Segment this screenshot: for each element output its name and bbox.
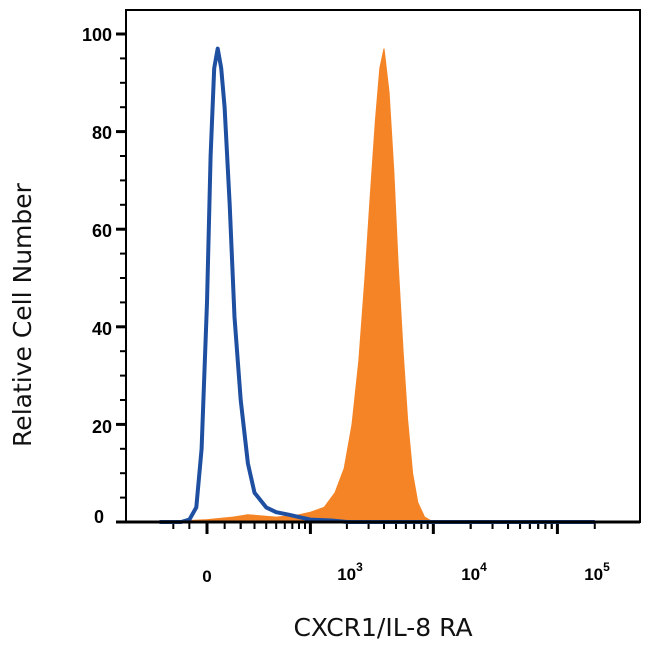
y-tick-label-40: 40 xyxy=(92,319,112,339)
x-tick-label-1e5: 105 xyxy=(584,560,610,584)
y-axis-tick-marks xyxy=(116,32,126,524)
outline-histogram-line xyxy=(159,46,595,524)
y-tick-label-80: 80 xyxy=(92,123,112,143)
y-tick-label-60: 60 xyxy=(92,221,112,241)
series-layer xyxy=(159,46,595,524)
x-tick-label-1e3: 103 xyxy=(337,560,363,584)
y-tick-label-100: 100 xyxy=(82,25,112,45)
y-axis-title: Relative Cell Number xyxy=(8,182,37,447)
series-outline-histogram xyxy=(159,46,595,524)
x-tick-label-0: 0 xyxy=(202,567,211,586)
x-axis-title: CXCR1/IL-8 RA xyxy=(293,613,472,642)
x-tick-label-1e4: 104 xyxy=(461,560,487,584)
y-tick-label-0: 0 xyxy=(94,507,104,527)
y-tick-label-20: 20 xyxy=(92,417,112,437)
